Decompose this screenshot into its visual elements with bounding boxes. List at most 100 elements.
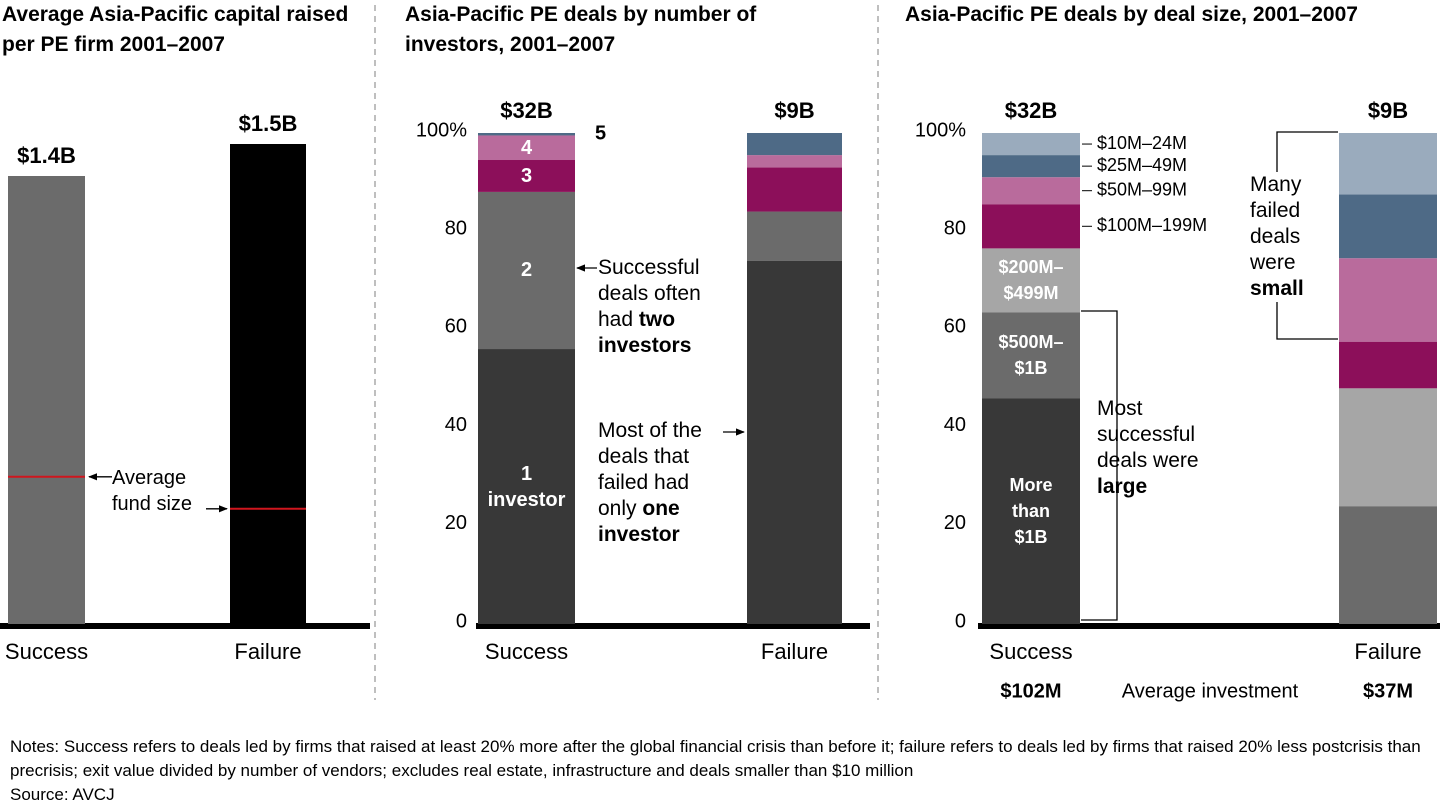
segment-label-text: $500M–$1B	[982, 312, 1080, 398]
bar-segment	[982, 248, 1080, 313]
bar-total-label: $9B	[1368, 98, 1408, 123]
bar-segment	[982, 204, 1080, 249]
bar-segment	[1339, 133, 1437, 195]
baseline	[0, 623, 370, 629]
annotation-part: one investor	[598, 497, 680, 546]
segment-label-part: $200M–$499M	[998, 257, 1064, 304]
bar-value-label: $1.5B	[239, 111, 298, 136]
bar	[8, 176, 85, 624]
segment-label: $200M–$499M	[982, 248, 1080, 312]
bar-segment	[1339, 506, 1437, 624]
segment-label: More than $1B	[982, 398, 1080, 624]
annotation: Most successful deals were large	[1097, 396, 1232, 500]
y-tick-label: 40	[445, 414, 467, 436]
panel-title-text: Asia-Pacific PE deals by deal size, 2001…	[905, 0, 1440, 30]
bar-segment	[982, 133, 1080, 156]
annotation: Average fund size	[112, 465, 207, 517]
bar-segment	[747, 211, 842, 261]
source: Source: AVCJ	[10, 783, 410, 807]
segment-label-part: 2	[520, 259, 533, 282]
annotation-text: Average fund size	[112, 465, 207, 517]
annotation: Successful deals often had two investors	[598, 255, 738, 359]
x-tick-label: Success	[5, 639, 88, 664]
bar-segment	[747, 167, 842, 212]
annotation-text: Successful deals often had two investors	[598, 255, 738, 359]
segment-label-text: More than $1B	[982, 398, 1080, 624]
segment-label-part: 4	[520, 136, 533, 159]
segment-label: 5	[595, 122, 606, 144]
legend-label: $10M–24M	[1097, 133, 1187, 153]
annotation-part: small	[1250, 277, 1304, 300]
annotation: Many failed deals were small	[1250, 172, 1330, 302]
annotation-part: large	[1097, 475, 1148, 498]
y-tick-label: 100%	[416, 119, 467, 141]
y-tick-label: 40	[944, 414, 966, 436]
source-text: Source: AVCJ	[10, 783, 410, 807]
average-investment-value: $102M	[1000, 680, 1061, 702]
bar-segment	[1339, 194, 1437, 259]
y-tick-label: 60	[944, 316, 966, 338]
y-tick-label: 80	[445, 217, 467, 239]
average-investment-value: $37M	[1363, 680, 1413, 702]
x-tick-label: Success	[485, 639, 568, 664]
bar-segment	[982, 398, 1080, 624]
segment-label-part: 1 investor	[487, 462, 566, 511]
baseline	[476, 623, 870, 629]
segment-label: 1 investor	[478, 349, 575, 624]
x-tick-label: Failure	[234, 639, 301, 664]
bar-segment	[982, 312, 1080, 399]
bracket	[1081, 310, 1118, 621]
average-investment-label: Average investment	[1122, 680, 1299, 702]
footnote: Notes: Success refers to deals led by fi…	[10, 735, 1430, 783]
segment-label-text: $200M–$499M	[982, 248, 1080, 312]
bar-segment	[747, 133, 842, 156]
bar-segment	[478, 133, 575, 136]
annotation-part: Most of the deals that failed had only	[598, 419, 702, 520]
annotation-part: Average fund size	[112, 467, 193, 515]
segment-label-part: $500M–$1B	[998, 332, 1064, 379]
panel-title: Asia-Pacific PE deals by deal size, 2001…	[905, 0, 1440, 30]
annotation-text: Most of the deals that failed had only o…	[598, 418, 733, 548]
bar-total-label: $32B	[500, 98, 553, 123]
segment-label-part: More than $1B	[1009, 475, 1053, 548]
segment-label: 2	[478, 192, 575, 349]
bar-segment	[478, 349, 575, 624]
panel-title-text: Average Asia-Pacific capital raised per …	[2, 0, 372, 60]
bar-segment	[982, 155, 1080, 178]
baseline	[978, 623, 1440, 629]
source-part: Source: AVCJ	[10, 785, 115, 804]
bar-segment	[1339, 388, 1437, 507]
legend-label: $50M–99M	[1097, 179, 1187, 199]
annotation: Most of the deals that failed had only o…	[598, 418, 733, 548]
x-tick-label: Success	[989, 639, 1072, 664]
panel-title-part: Asia-Pacific PE deals by number of inves…	[405, 3, 757, 56]
y-tick-label: 0	[955, 610, 966, 632]
annotation-part: two investors	[598, 308, 692, 357]
legend-label: $100M–199M	[1097, 215, 1207, 235]
annotation-text: Most successful deals were large	[1097, 396, 1232, 500]
footnote-part: Notes: Success refers to deals led by fi…	[10, 737, 1421, 780]
annotation-text: Many failed deals were small	[1250, 172, 1330, 302]
segment-label: $500M–$1B	[982, 312, 1080, 398]
segment-label-part: 3	[520, 164, 533, 187]
annotation-part: Successful deals often had	[598, 256, 701, 331]
segment-label-text: 1 investor	[478, 349, 575, 624]
panel-title: Average Asia-Pacific capital raised per …	[2, 0, 372, 60]
footnote-text: Notes: Success refers to deals led by fi…	[10, 735, 1430, 783]
panel-title-part: Asia-Pacific PE deals by deal size, 2001…	[905, 3, 1358, 26]
x-tick-label: Failure	[1354, 639, 1421, 664]
x-tick-label: Failure	[761, 639, 828, 664]
bar-total-label: $32B	[1005, 98, 1058, 123]
panel-title-text: Asia-Pacific PE deals by number of inves…	[405, 0, 845, 60]
bar-segment	[1339, 341, 1437, 389]
bar-segment	[747, 260, 842, 624]
legend-label: $25M–49M	[1097, 155, 1187, 175]
panel-title: Asia-Pacific PE deals by number of inves…	[405, 0, 845, 60]
panel-title-part: Average Asia-Pacific capital raised per …	[2, 3, 349, 56]
segment-label-text: 2	[478, 192, 575, 349]
annotation-part: Most successful deals were	[1097, 397, 1199, 472]
bar-segment	[478, 135, 575, 161]
segment-label-text: 3	[478, 160, 575, 192]
